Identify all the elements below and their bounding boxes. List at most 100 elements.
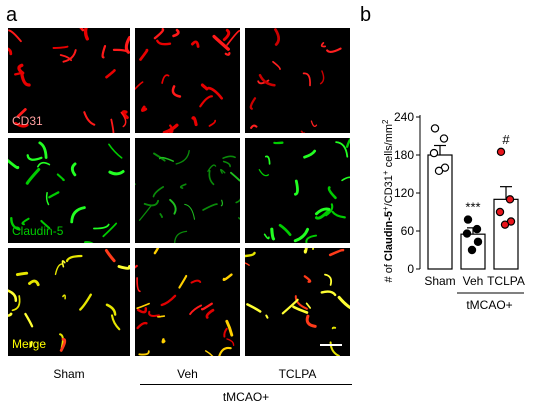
vessel-stroke	[61, 260, 66, 268]
vessel-stroke	[148, 310, 160, 317]
vessel-stroke	[153, 28, 165, 40]
vessel-stroke	[10, 217, 21, 231]
vessel-stroke	[162, 123, 179, 133]
vessel-stroke	[105, 303, 117, 316]
vessel-stroke	[345, 138, 350, 148]
vessel-stroke	[171, 85, 182, 98]
vessel-stroke	[264, 155, 271, 165]
vessel-stroke	[159, 213, 164, 218]
significance-marker: #	[502, 132, 510, 147]
vessel-stroke	[199, 95, 213, 108]
data-point	[429, 148, 439, 158]
x-tick-label: TCLPA	[487, 274, 525, 288]
vessel-stroke	[136, 302, 150, 310]
vessel-stroke	[102, 222, 118, 238]
vessel-stroke	[105, 69, 116, 79]
vessel-stroke	[310, 120, 318, 128]
vessel-stroke	[226, 338, 235, 346]
data-point	[496, 147, 506, 157]
y-tick-label: 60	[401, 224, 415, 238]
vessel-stroke	[8, 289, 18, 302]
data-point	[467, 245, 477, 255]
micrograph-claudin5-veh	[135, 138, 240, 243]
vessel-stroke	[300, 130, 306, 133]
data-point	[434, 166, 444, 176]
vessel-stroke	[208, 119, 217, 127]
data-point	[462, 229, 472, 238]
vessel-stroke	[258, 73, 276, 87]
vessel-stroke	[175, 150, 190, 165]
row-label-cd31: CD31	[12, 114, 43, 128]
vessel-stroke	[153, 152, 166, 162]
vessel-stroke	[21, 217, 30, 226]
data-point	[439, 134, 449, 143]
group-rule-a	[140, 384, 352, 385]
scale-bar	[320, 344, 342, 346]
vessel-stroke	[335, 141, 349, 158]
data-point	[473, 237, 483, 246]
vessel-stroke	[220, 199, 224, 207]
vessel-stroke	[178, 274, 188, 289]
vessel-stroke	[70, 162, 77, 177]
micrograph-claudin5-sham: Claudin-5	[8, 138, 130, 243]
vessel-stroke	[327, 186, 337, 200]
vessel-stroke	[274, 28, 280, 46]
vessel-stroke	[320, 290, 337, 297]
vessel-stroke	[324, 273, 333, 286]
row-label-claudin5: Claudin-5	[12, 224, 64, 238]
micrograph-cd31-tclpa	[245, 28, 350, 133]
vessel-stroke	[257, 79, 270, 85]
y-tick-label: 180	[394, 148, 414, 162]
column-label-tclpa: TCLPA	[278, 367, 317, 381]
vessel-stroke	[250, 124, 258, 129]
vessel-stroke	[135, 264, 138, 269]
vessel-stroke	[207, 164, 217, 172]
vessel-stroke	[156, 39, 172, 46]
vessel-stroke	[70, 206, 86, 224]
vessel-stroke	[138, 350, 150, 356]
vessel-stroke	[79, 28, 85, 32]
row-label-merge: Merge	[12, 337, 47, 351]
vessel-stroke	[8, 47, 13, 56]
vessel-stroke	[38, 141, 48, 159]
vessel-stroke	[331, 326, 337, 330]
vessel-stroke	[8, 29, 22, 43]
y-tick-label: 120	[394, 186, 414, 200]
vessel-stroke	[238, 217, 240, 220]
vessel-stroke	[104, 249, 116, 263]
column-label-sham: Sham	[53, 367, 85, 381]
vessel-stroke	[281, 298, 299, 315]
vessel-stroke	[48, 191, 60, 199]
micrograph-cd31-veh	[135, 28, 240, 133]
vessel-stroke	[160, 294, 177, 307]
vessel-stroke	[328, 248, 345, 257]
data-point	[463, 215, 473, 224]
vessel-stroke	[135, 81, 144, 91]
vessel-stroke	[191, 40, 200, 48]
vessel-stroke	[159, 156, 174, 162]
vessel-stroke	[121, 110, 129, 120]
vessel-stroke	[220, 168, 226, 174]
vessel-stroke	[205, 308, 215, 319]
vessel-stroke	[56, 173, 65, 182]
vessel-stroke	[190, 279, 202, 284]
vessel-stroke	[329, 341, 340, 356]
vessel-stroke	[224, 51, 231, 56]
vessel-stroke	[45, 191, 50, 206]
vessel-stroke	[52, 45, 69, 49]
x-tick-label: Sham	[424, 274, 455, 288]
vessel-stroke	[16, 108, 27, 118]
vessel-stroke	[108, 170, 125, 176]
vessel-stroke	[305, 302, 312, 309]
vessel-stroke	[258, 169, 270, 177]
vessel-stroke	[200, 302, 213, 311]
vessel-stroke	[124, 35, 130, 54]
vessel-stroke	[303, 149, 317, 159]
micrograph-cd31-sham: CD31	[8, 28, 130, 133]
vessel-stroke	[320, 42, 327, 48]
vessel-stroke	[200, 83, 209, 91]
vessel-stroke	[83, 111, 96, 126]
vessel-stroke	[223, 327, 228, 338]
group-label-b: tMCAO+	[466, 298, 512, 312]
vessel-stroke	[29, 340, 33, 348]
